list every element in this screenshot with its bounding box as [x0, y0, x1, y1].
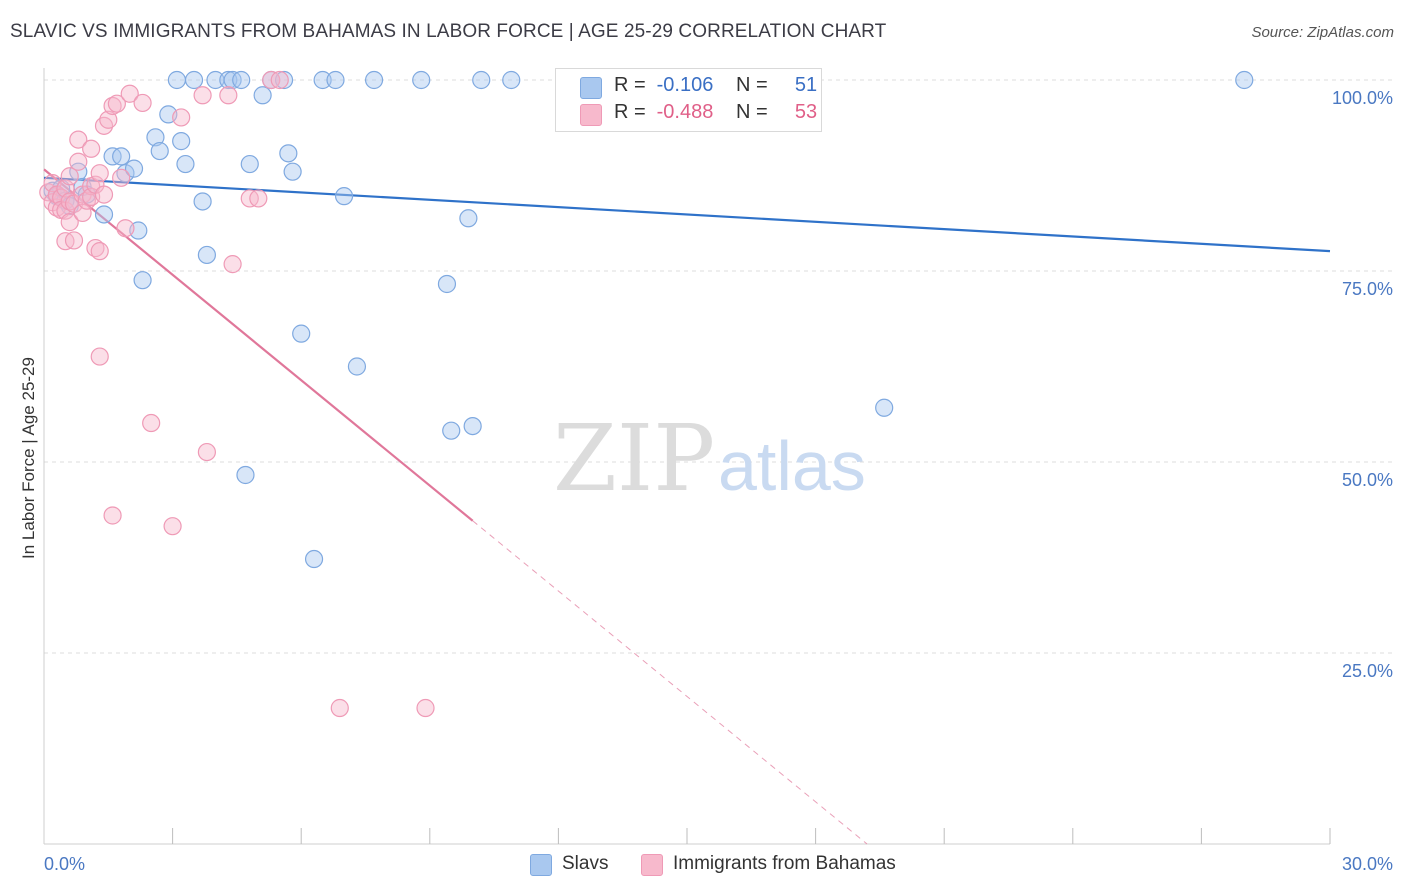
point-slavs [875, 398, 894, 417]
point-slavs [442, 421, 461, 440]
point-bahamas [270, 70, 289, 90]
point-slavs [146, 128, 165, 147]
point-slavs [124, 159, 144, 178]
point-slavs [236, 465, 255, 485]
point-bahamas [90, 242, 109, 261]
point-bahamas [249, 189, 268, 208]
point-slavs [364, 70, 384, 90]
point-slavs [172, 132, 191, 151]
point-slavs [240, 154, 259, 174]
point-slavs [459, 209, 478, 228]
point-slavs [193, 192, 212, 211]
point-slavs [347, 357, 367, 376]
point-bahamas [90, 347, 109, 366]
trend-line-bahamas [43, 168, 474, 522]
y-tick-label: 25.0% [1342, 661, 1393, 681]
watermark-zip: ZIP [553, 405, 715, 512]
chart-title: SLAVIC VS IMMIGRANTS FROM BAHAMAS IN LAB… [10, 21, 887, 42]
point-bahamas [64, 231, 84, 250]
data-points [39, 70, 1254, 718]
legend-r-label: R = [614, 101, 646, 123]
point-slavs [472, 70, 491, 90]
point-bahamas [193, 86, 212, 105]
legend-r-label: R = [614, 74, 646, 96]
point-slavs [133, 271, 152, 290]
point-slavs [502, 70, 521, 90]
point-slavs [412, 70, 431, 90]
bottom-legend-label-slavs: Slavs [562, 853, 609, 874]
point-slavs [463, 416, 482, 436]
point-slavs [197, 245, 216, 265]
point-bahamas [197, 442, 216, 462]
legend-swatch-bahamas [580, 104, 602, 126]
point-bahamas [142, 413, 161, 433]
tick-labels: 100.0% 75.0% 50.0% 25.0% 0.0% 30.0% [44, 88, 1393, 874]
point-bahamas [103, 506, 122, 525]
point-slavs [279, 144, 298, 163]
point-bahamas [90, 164, 109, 183]
point-slavs [150, 141, 169, 161]
point-slavs [437, 274, 457, 294]
y-tick-label: 75.0% [1342, 279, 1393, 299]
point-slavs [1235, 70, 1254, 90]
bottom-legend-label-bahamas: Immigrants from Bahamas [673, 853, 896, 874]
point-bahamas [416, 698, 435, 718]
point-bahamas [107, 94, 126, 113]
correlation-legend: R = -0.106 N = 51 R = -0.488 N = 53 [555, 68, 822, 132]
watermark-atlas: atlas [718, 427, 866, 505]
point-bahamas [94, 185, 114, 204]
source-label: Source: ZipAtlas.com [1251, 24, 1394, 41]
legend-r-value: -0.106 [656, 74, 714, 96]
point-slavs [283, 162, 302, 181]
point-bahamas [219, 86, 238, 105]
x-tick-label: 30.0% [1342, 854, 1393, 874]
legend-n-label: N = [736, 101, 768, 123]
point-bahamas [133, 93, 152, 113]
point-bahamas [82, 139, 101, 158]
point-bahamas [112, 168, 131, 187]
bottom-legend-swatch-slavs [530, 854, 552, 876]
bottom-legend-swatch-bahamas [641, 854, 663, 876]
trend-line-slavs [43, 176, 1331, 253]
point-bahamas [69, 152, 88, 171]
point-bahamas [116, 219, 135, 238]
point-bahamas [163, 517, 182, 536]
point-slavs [219, 70, 238, 90]
point-slavs [334, 187, 354, 206]
point-slavs [184, 70, 204, 90]
point-bahamas [223, 255, 242, 274]
point-bahamas [172, 108, 191, 127]
trend-line-bahamas-extension [472, 520, 868, 845]
point-bahamas [330, 698, 349, 718]
y-tick-label: 100.0% [1332, 88, 1393, 108]
x-tick-label: 0.0% [44, 854, 85, 874]
point-slavs [94, 205, 114, 224]
point-slavs [304, 549, 324, 569]
point-bahamas [60, 167, 79, 186]
legend-r-value: -0.488 [656, 101, 714, 123]
point-slavs [253, 86, 272, 105]
point-slavs [326, 70, 345, 90]
legend-n-value: 51 [794, 74, 818, 96]
point-slavs [176, 154, 195, 174]
point-slavs [112, 147, 131, 166]
axes [43, 68, 1331, 845]
watermark: ZIP atlas [553, 405, 866, 512]
point-bahamas [69, 130, 88, 149]
point-bahamas [120, 84, 139, 103]
point-slavs [167, 70, 186, 90]
point-bahamas [99, 110, 118, 129]
point-slavs [274, 70, 294, 90]
legend-n-label: N = [736, 74, 768, 96]
point-bahamas [60, 213, 79, 232]
point-slavs [232, 70, 251, 90]
point-slavs [313, 70, 332, 90]
y-tick-label: 50.0% [1342, 470, 1393, 490]
point-slavs [292, 324, 311, 343]
legend-swatch-slavs [580, 77, 602, 99]
legend-n-value: 53 [794, 101, 818, 123]
